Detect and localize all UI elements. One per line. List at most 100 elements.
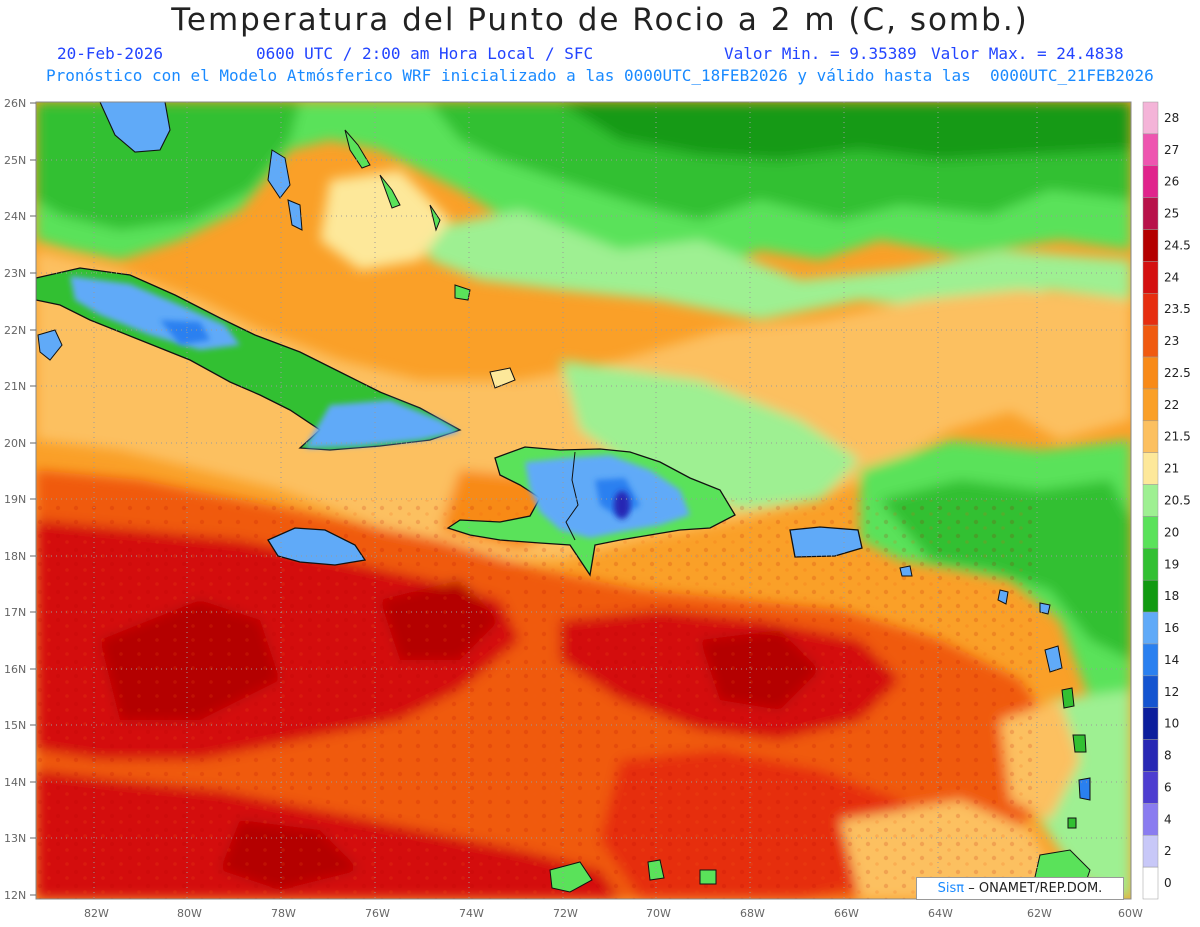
lon-label: 64W — [928, 907, 953, 920]
legend-swatch — [1142, 420, 1159, 453]
legend-label: 10 — [1164, 717, 1179, 731]
legend-label: 23.5 — [1164, 302, 1191, 316]
legend-label: 21 — [1164, 462, 1179, 476]
model-info: Pronóstico con el Modelo Atmósferico WRF… — [46, 66, 1154, 85]
forecast-date: 20-Feb-2026 — [57, 44, 163, 63]
legend-swatch — [1142, 261, 1159, 294]
legend-label: 4 — [1164, 812, 1172, 826]
lat-label: 25N — [4, 154, 26, 167]
lat-axis: 26N 25N 24N 23N 22N 21N 20N 19N 18N 17N … — [4, 97, 26, 902]
legend-label: 22 — [1164, 398, 1179, 412]
lon-label: 74W — [459, 907, 484, 920]
lon-label: 60W — [1118, 907, 1143, 920]
legend-label: 20 — [1164, 525, 1179, 539]
lon-label: 76W — [365, 907, 390, 920]
legend-swatch — [1142, 133, 1159, 167]
lat-label: 19N — [4, 493, 26, 506]
lat-label: 18N — [4, 550, 26, 563]
legend-label: 27 — [1164, 143, 1179, 157]
legend-label: 25 — [1164, 207, 1179, 221]
bahamas — [37, 129, 516, 389]
legend-swatch — [1142, 707, 1159, 740]
lat-label: 13N — [4, 832, 26, 845]
jamaica — [267, 527, 367, 566]
lat-label: 21N — [4, 380, 26, 393]
legend-swatch — [1142, 356, 1159, 390]
florida — [99, 102, 171, 153]
cuba — [36, 267, 462, 451]
lat-label: 17N — [4, 606, 26, 619]
lon-label: 78W — [271, 907, 296, 920]
lon-label: 66W — [834, 907, 859, 920]
legend-label: 18 — [1164, 589, 1179, 603]
puerto-rico — [789, 526, 863, 558]
lat-label: 16N — [4, 663, 26, 676]
legend-label: 21.5 — [1164, 430, 1191, 444]
lon-label: 82W — [84, 907, 109, 920]
legend-label: 22.5 — [1164, 366, 1191, 380]
valid-time: 0600 UTC / 2:00 am Hora Local / SFC — [256, 44, 594, 63]
lon-axis: 82W 80W 78W 76W 74W 72W 70W 68W 66W 64W … — [84, 907, 1143, 920]
legend-swatch — [1142, 165, 1159, 198]
map-title: Temperatura del Punto de Rocio a 2 m (C,… — [171, 2, 1029, 38]
legend-swatch — [1142, 101, 1159, 135]
legend-swatch — [1142, 516, 1159, 549]
legend-swatch — [1142, 388, 1159, 422]
legend-label: 24 — [1164, 270, 1179, 284]
lat-label: 23N — [4, 267, 26, 280]
min-value: Valor Min. = 9.35389 — [724, 44, 917, 63]
lon-label: 70W — [646, 907, 671, 920]
legend-swatch — [1142, 803, 1159, 836]
legend-label: 24.5 — [1164, 238, 1191, 252]
legend-swatch — [1142, 771, 1159, 804]
legend-swatch — [1142, 484, 1159, 517]
legend-label: 20.5 — [1164, 494, 1191, 508]
lat-label: 24N — [4, 210, 26, 223]
legend-label: 0 — [1164, 876, 1172, 890]
hispaniola — [446, 446, 736, 577]
legend-swatch — [1142, 739, 1159, 772]
lon-label: 80W — [177, 907, 202, 920]
lat-label: 26N — [4, 97, 26, 110]
legend-label: 8 — [1164, 749, 1172, 763]
lon-label: 62W — [1027, 907, 1052, 920]
lon-label: 72W — [553, 907, 578, 920]
credit-text: – ONAMET/REP.DOM. — [968, 881, 1103, 896]
credit-box: Sisπ – ONAMET/REP.DOM. — [916, 877, 1124, 900]
map-frame — [35, 101, 1132, 900]
legend-swatch — [1142, 548, 1159, 581]
legend-swatch — [1142, 866, 1159, 900]
legend-swatch — [1142, 675, 1159, 708]
sispi-logo: Sisπ — [937, 881, 965, 896]
legend-label: 23 — [1164, 334, 1179, 348]
legend-swatch — [1142, 197, 1159, 230]
lesser-antilles — [899, 565, 1091, 829]
legend-label: 6 — [1164, 780, 1172, 794]
legend-swatch — [1142, 293, 1159, 326]
legend-label: 2 — [1164, 844, 1172, 858]
max-value: Valor Max. = 24.4838 — [931, 44, 1124, 63]
legend-label: 16 — [1164, 621, 1179, 635]
legend-swatch — [1142, 643, 1159, 677]
legend-label: 26 — [1164, 175, 1179, 189]
lat-label: 15N — [4, 719, 26, 732]
legend-label: 14 — [1164, 653, 1179, 667]
legend-swatch — [1142, 611, 1159, 645]
dewpoint-field — [36, 102, 1131, 899]
legend-swatch — [1142, 229, 1159, 262]
lat-label: 14N — [4, 776, 26, 789]
lon-label: 68W — [740, 907, 765, 920]
legend-label: 12 — [1164, 685, 1179, 699]
color-scale-legend: 2827262524.52423.52322.52221.52120.52019… — [1142, 101, 1191, 900]
legend-swatch — [1142, 452, 1159, 485]
lat-ticks — [30, 102, 36, 896]
lat-label: 20N — [4, 437, 26, 450]
legend-swatch — [1142, 324, 1159, 358]
lat-label: 12N — [4, 889, 26, 902]
legend-swatch — [1142, 579, 1159, 613]
lat-label: 22N — [4, 324, 26, 337]
legend-label: 28 — [1164, 111, 1179, 125]
legend-swatch — [1142, 834, 1159, 868]
legend-label: 19 — [1164, 557, 1179, 571]
